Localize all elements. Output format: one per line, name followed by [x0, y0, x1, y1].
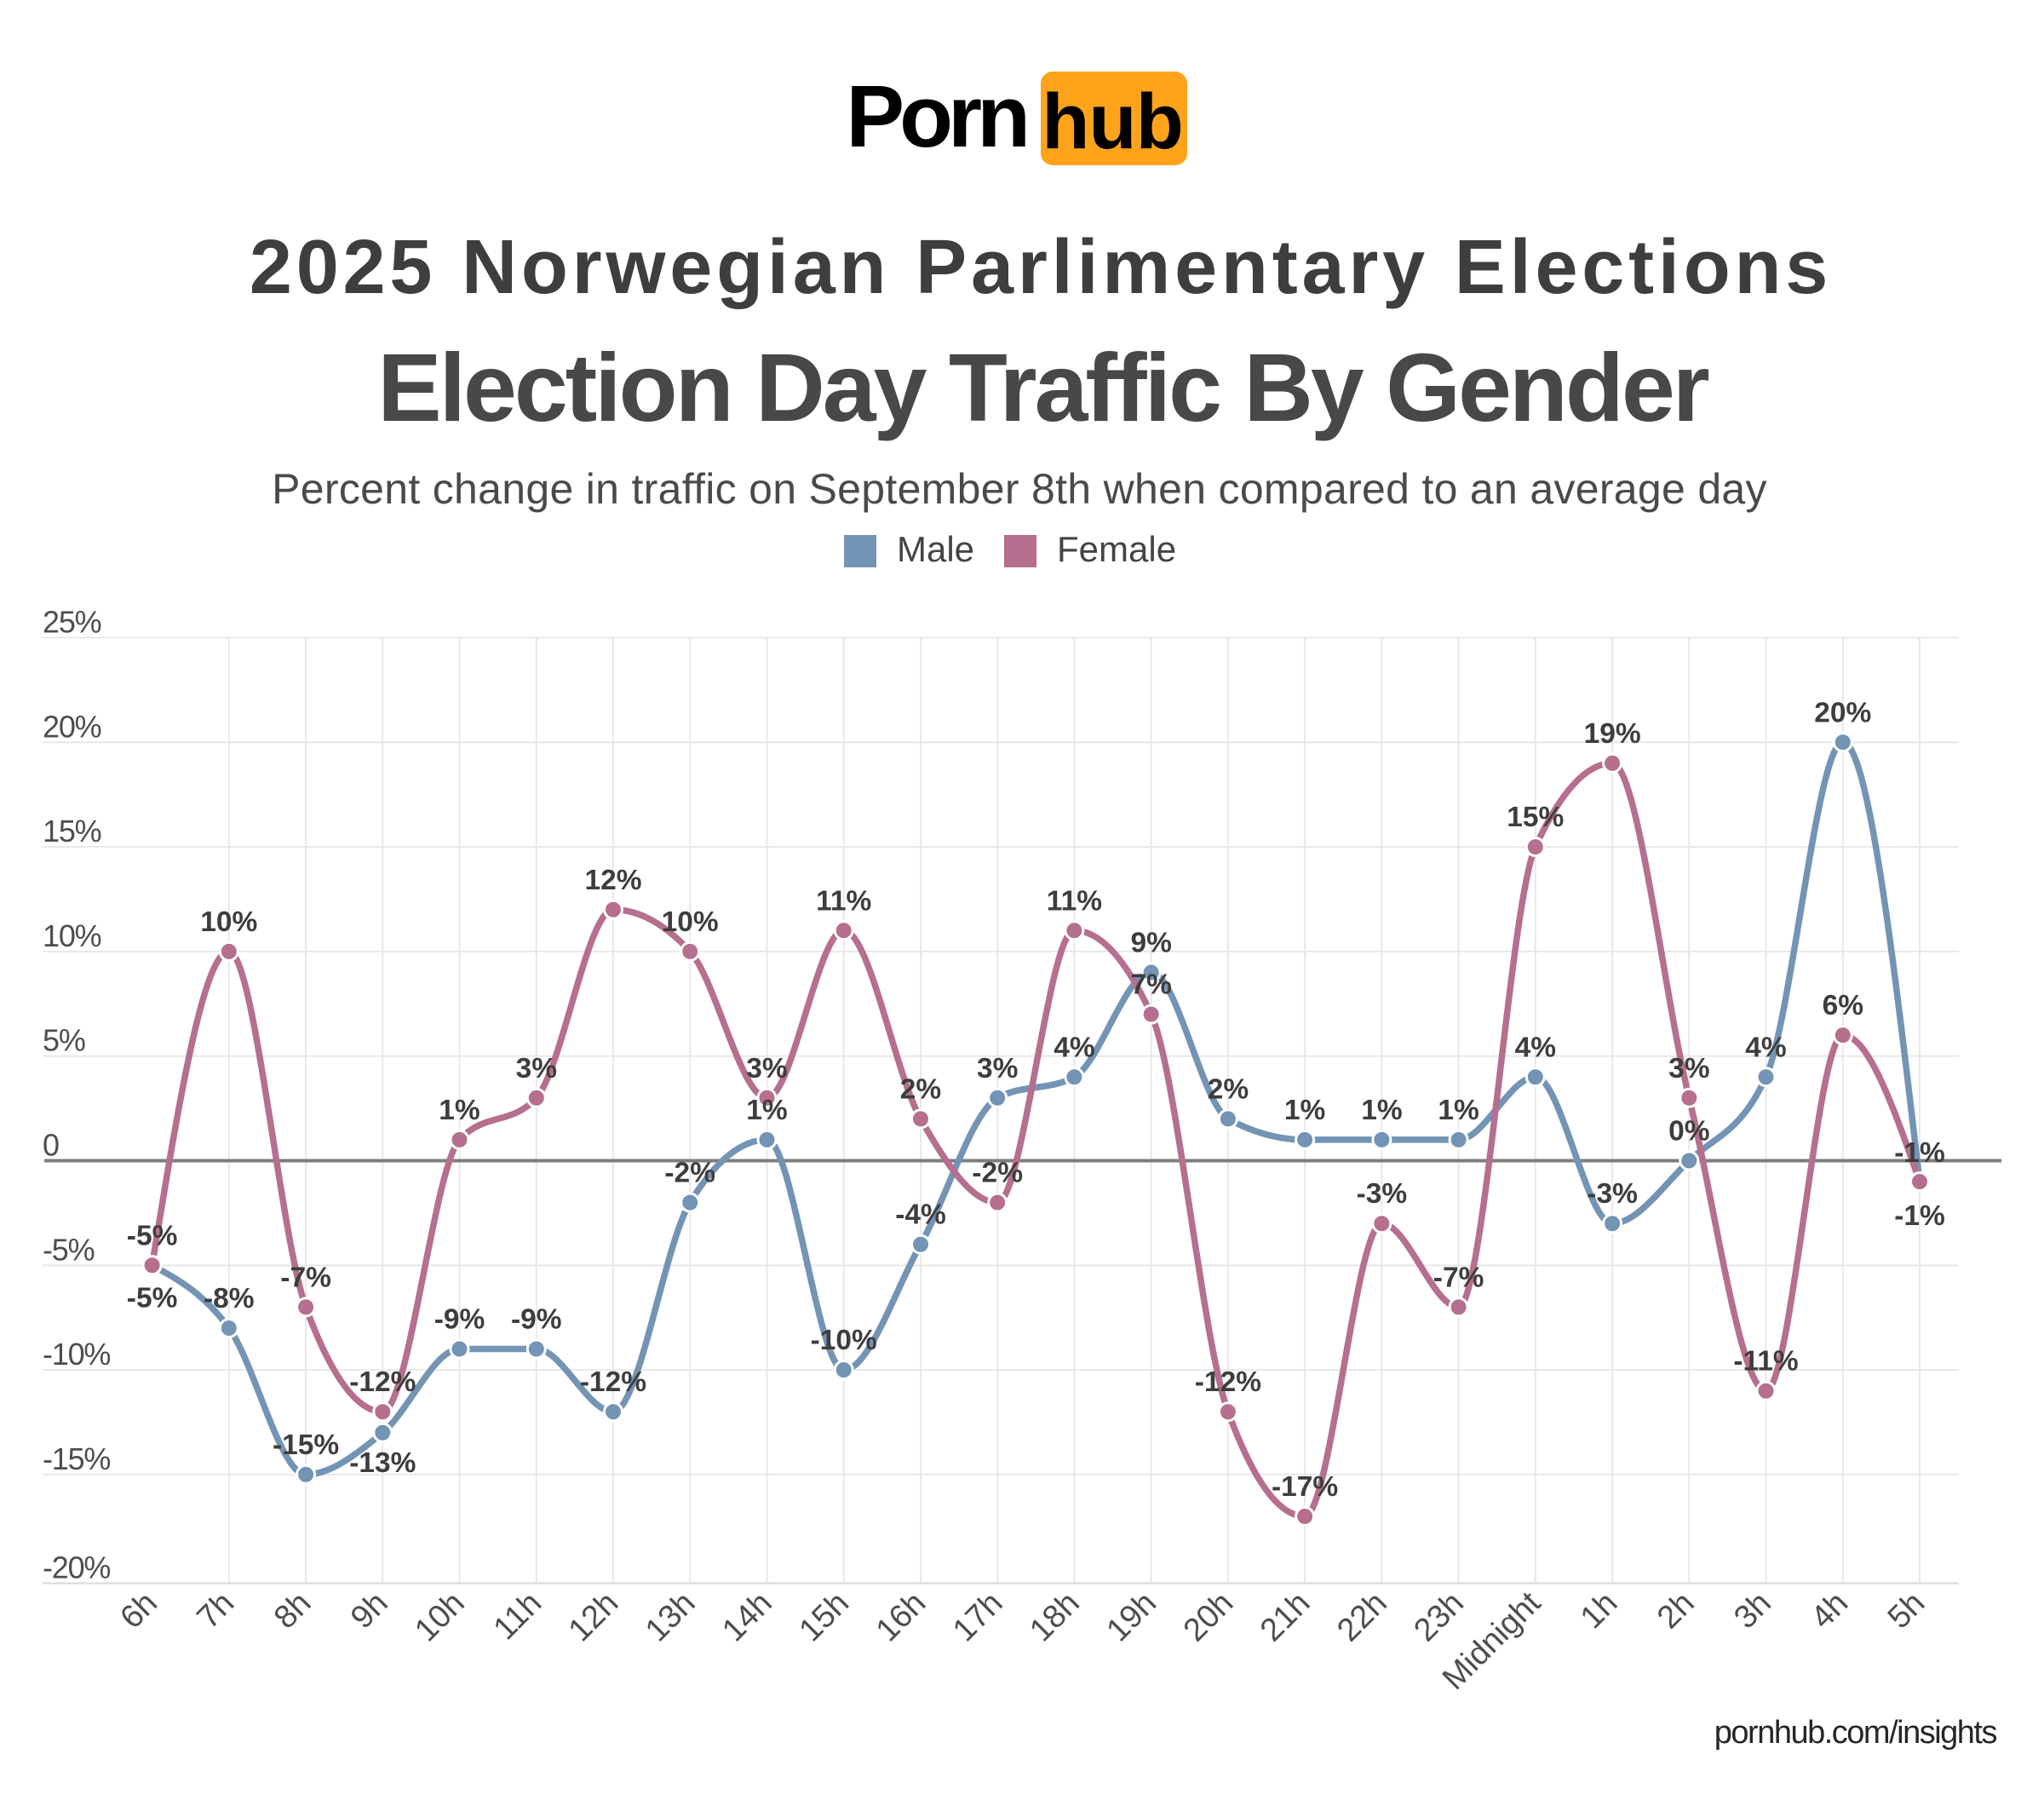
- svg-text:4%: 4%: [1054, 1032, 1094, 1063]
- svg-text:-5%: -5%: [43, 1232, 95, 1267]
- svg-text:-7%: -7%: [280, 1262, 331, 1293]
- svg-text:11%: 11%: [816, 885, 871, 917]
- svg-text:4%: 4%: [1745, 1032, 1786, 1063]
- svg-text:hub: hub: [1042, 78, 1183, 165]
- svg-text:3%: 3%: [516, 1053, 557, 1084]
- svg-text:Percent change in traffic on S: Percent change in traffic on September 8…: [272, 465, 1767, 513]
- svg-text:-5%: -5%: [127, 1220, 178, 1251]
- svg-text:-9%: -9%: [434, 1304, 485, 1336]
- svg-text:-1%: -1%: [1894, 1137, 1945, 1169]
- svg-text:1%: 1%: [1361, 1095, 1402, 1126]
- svg-text:Female: Female: [1057, 529, 1176, 569]
- svg-text:10%: 10%: [662, 906, 719, 938]
- svg-text:5%: 5%: [43, 1023, 85, 1058]
- svg-text:pornhub.com/insights: pornhub.com/insights: [1714, 1715, 1997, 1751]
- svg-text:-11%: -11%: [1733, 1346, 1798, 1378]
- svg-text:Porn: Porn: [846, 67, 1025, 165]
- svg-text:1%: 1%: [746, 1095, 787, 1126]
- svg-text:1%: 1%: [1438, 1095, 1478, 1126]
- svg-text:-10%: -10%: [811, 1325, 877, 1356]
- svg-text:-10%: -10%: [43, 1337, 110, 1372]
- svg-text:-12%: -12%: [1195, 1366, 1261, 1398]
- svg-text:-3%: -3%: [1357, 1178, 1408, 1210]
- svg-text:-15%: -15%: [273, 1429, 339, 1461]
- svg-text:1%: 1%: [439, 1095, 479, 1126]
- svg-text:3%: 3%: [977, 1053, 1018, 1084]
- svg-text:-4%: -4%: [895, 1199, 946, 1231]
- svg-text:9%: 9%: [1130, 928, 1171, 959]
- svg-text:-12%: -12%: [349, 1366, 416, 1398]
- svg-text:-3%: -3%: [1587, 1178, 1638, 1210]
- svg-text:-13%: -13%: [349, 1447, 416, 1479]
- svg-text:2025 Norwegian Parlimentary El: 2025 Norwegian Parlimentary Elections: [250, 225, 1832, 310]
- svg-text:2%: 2%: [1208, 1073, 1249, 1105]
- svg-text:20%: 20%: [43, 709, 101, 744]
- svg-text:2%: 2%: [900, 1073, 941, 1105]
- svg-text:12%: 12%: [584, 865, 641, 896]
- svg-text:6%: 6%: [1823, 990, 1863, 1021]
- svg-text:19%: 19%: [1584, 718, 1641, 750]
- svg-text:15%: 15%: [1507, 802, 1564, 833]
- svg-text:-1%: -1%: [1894, 1200, 1945, 1232]
- svg-text:-5%: -5%: [127, 1282, 178, 1314]
- svg-text:15%: 15%: [43, 814, 101, 848]
- svg-text:10%: 10%: [200, 906, 257, 938]
- svg-text:1%: 1%: [1284, 1095, 1325, 1126]
- svg-text:25%: 25%: [43, 605, 101, 640]
- svg-text:10%: 10%: [43, 918, 101, 953]
- svg-text:-2%: -2%: [664, 1158, 715, 1189]
- svg-text:-2%: -2%: [972, 1158, 1023, 1189]
- svg-text:-20%: -20%: [43, 1550, 110, 1585]
- svg-text:0%: 0%: [1668, 1116, 1709, 1147]
- svg-text:3%: 3%: [1668, 1053, 1709, 1084]
- svg-text:4%: 4%: [1515, 1032, 1556, 1063]
- svg-text:7%: 7%: [1130, 969, 1171, 1001]
- svg-text:-7%: -7%: [1433, 1262, 1484, 1293]
- svg-text:-17%: -17%: [1272, 1471, 1338, 1503]
- svg-text:-9%: -9%: [511, 1304, 562, 1336]
- svg-text:0: 0: [43, 1128, 59, 1163]
- svg-text:11%: 11%: [1047, 885, 1102, 917]
- svg-text:-8%: -8%: [204, 1283, 255, 1314]
- svg-text:-15%: -15%: [43, 1441, 110, 1476]
- svg-text:Election Day Traffic By Gender: Election Day Traffic By Gender: [377, 334, 1709, 441]
- svg-text:-12%: -12%: [580, 1366, 646, 1398]
- svg-text:3%: 3%: [746, 1053, 787, 1084]
- svg-text:Male: Male: [897, 529, 974, 569]
- svg-text:20%: 20%: [1814, 697, 1871, 728]
